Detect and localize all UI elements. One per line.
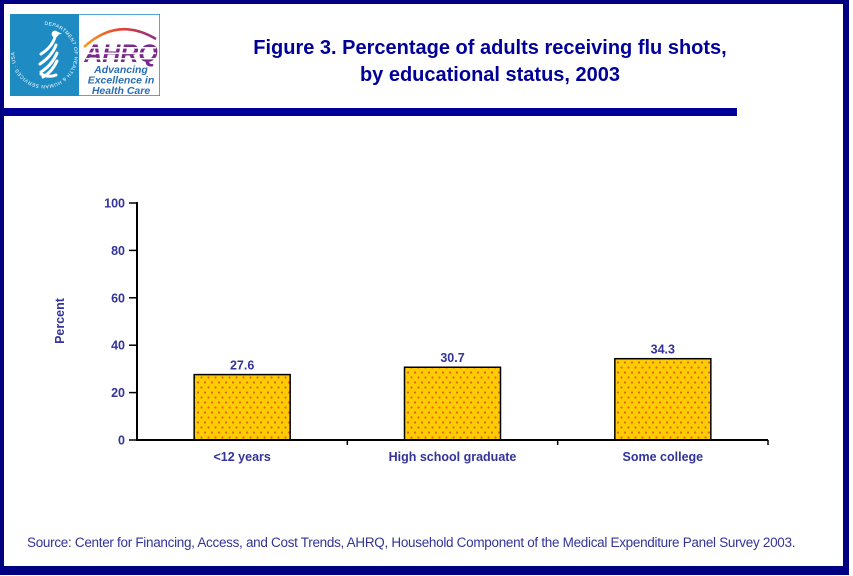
ahrq-hhs-logo: DEPARTMENT OF HEALTH & HUMAN SERVICES · … xyxy=(10,14,160,96)
ahrq-letter-stripes xyxy=(86,47,156,60)
bar-value-label: 34.3 xyxy=(651,343,675,357)
bar-value-label: 30.7 xyxy=(440,351,464,365)
ahrq-tagline-line2: Excellence in xyxy=(88,75,155,87)
hhs-eagle-icon xyxy=(38,35,59,79)
ahrq-tagline-line1: Advancing xyxy=(93,64,148,76)
ahrq-mark: AHRQ Advancing Excellence in Health Care xyxy=(83,27,158,96)
y-axis-tick-label: 80 xyxy=(111,244,125,258)
hhs-logo-background xyxy=(10,14,79,96)
figure-title-line2: by educational status, 2003 xyxy=(359,64,621,86)
figure-title-line1: Figure 3. Percentage of adults receiving… xyxy=(253,37,727,59)
x-category-label: <12 years xyxy=(213,450,270,464)
y-axis-tick-label: 40 xyxy=(111,339,125,353)
y-axis-tick-label: 0 xyxy=(118,434,125,448)
bar xyxy=(614,357,712,441)
figure-title: Figure 3. Percentage of adults receiving… xyxy=(180,35,800,89)
ahrq-tagline-line3: Health Care xyxy=(92,85,151,96)
chart-plot-area: 0 20 40 60 80 100 27.6 <12 years 30.7 High school… xyxy=(104,197,769,464)
header-rule xyxy=(4,108,737,116)
y-axis-title: Percent xyxy=(53,297,67,344)
y-axis-tick-label: 100 xyxy=(104,197,125,211)
ahrq-swoosh-icon xyxy=(83,27,157,48)
bar-value-label: 27.6 xyxy=(230,359,254,373)
x-category-label: Some college xyxy=(623,450,704,464)
bar xyxy=(193,373,291,441)
y-axis-tick-label: 60 xyxy=(111,291,125,305)
bar xyxy=(403,366,502,441)
x-category-label: High school graduate xyxy=(389,450,517,464)
source-note: Source: Center for Financing, Access, an… xyxy=(27,535,796,550)
y-axis-tick-label: 20 xyxy=(111,386,125,400)
hhs-eagle-beak xyxy=(55,31,62,36)
